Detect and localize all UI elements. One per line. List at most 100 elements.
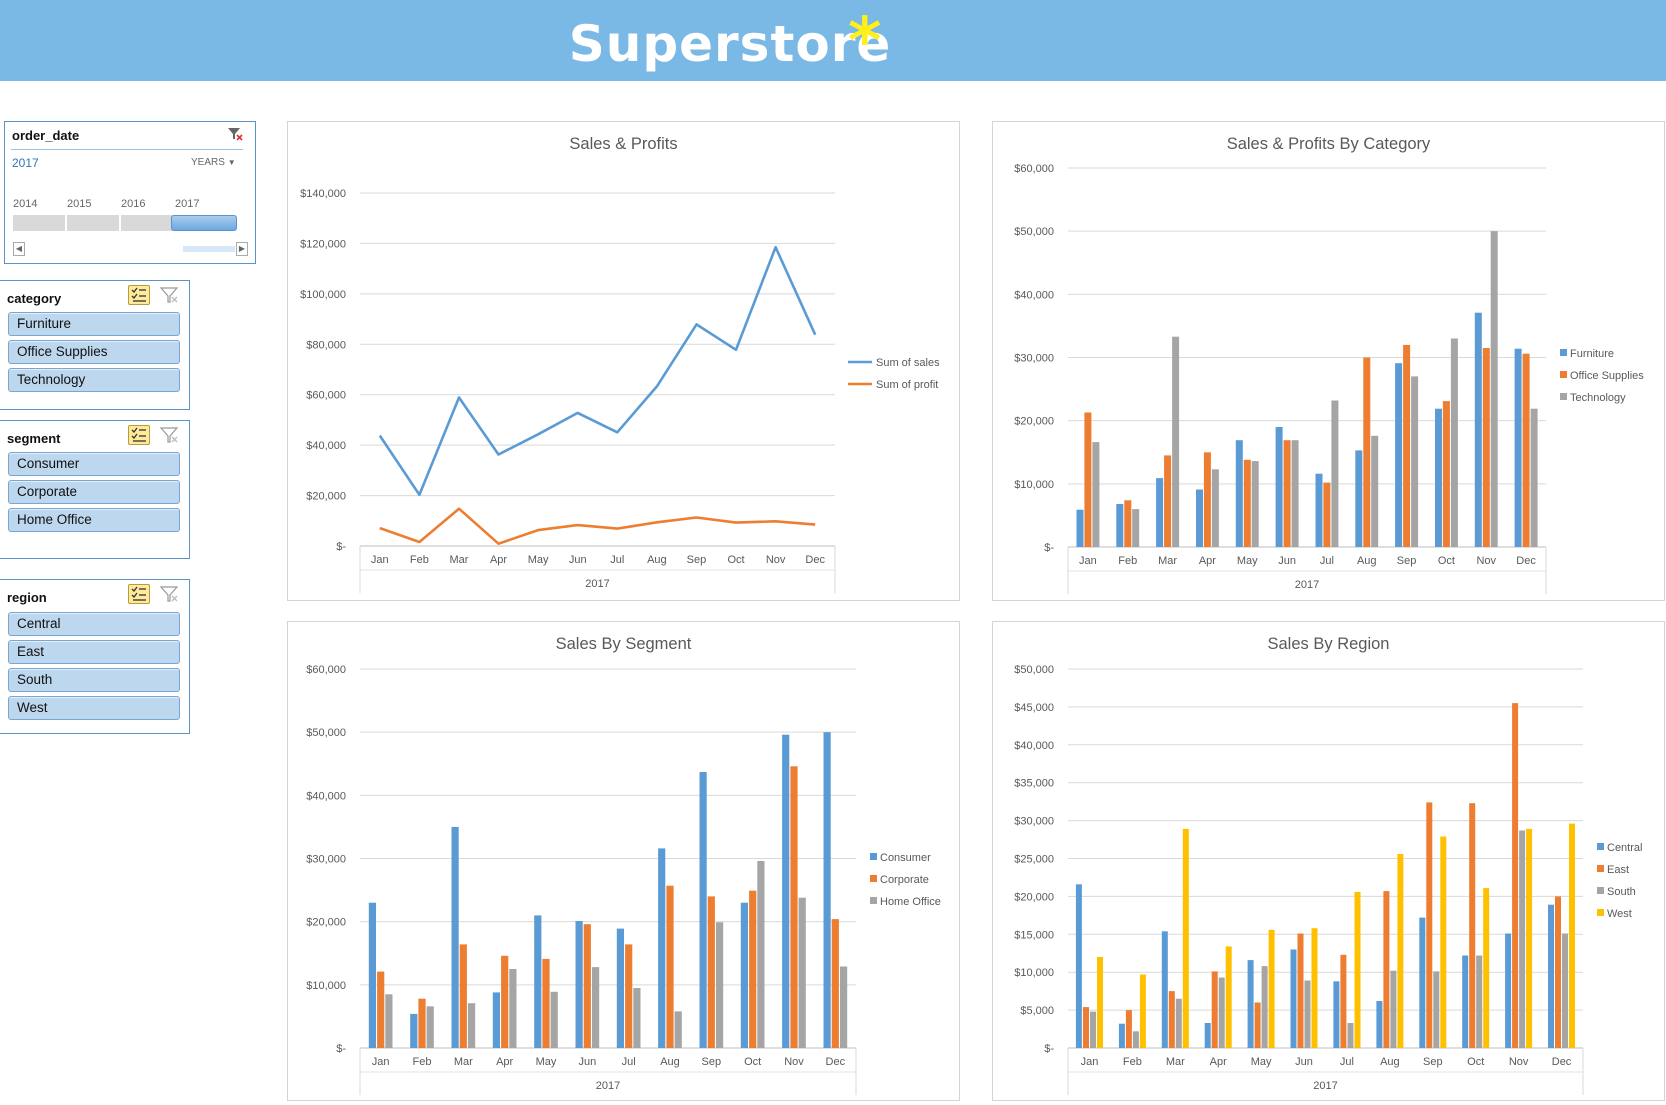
sales-by-category-x-tick-label: Jan	[1079, 555, 1097, 567]
timeline-scrollbar[interactable]	[183, 246, 235, 252]
slicer-item-office-supplies[interactable]: Office Supplies	[8, 340, 180, 364]
clear-filter-icon[interactable]	[158, 285, 180, 305]
sales-by-region-bar	[1118, 1023, 1125, 1048]
slicer-item-south[interactable]: South	[8, 668, 180, 692]
timeline-year-2014: 2014	[13, 198, 38, 210]
sales-by-category-chart[interactable]: Sales & Profits By Category $- $10,000 $20,…	[992, 121, 1665, 601]
slicer-item-west[interactable]: West	[8, 696, 180, 720]
timeline-selected-label: 2017	[12, 156, 39, 170]
timeline-title: order_date	[12, 128, 80, 143]
slicer-item-consumer[interactable]: Consumer	[8, 452, 180, 476]
sales-by-category-legend-swatch	[1560, 371, 1567, 378]
sales-by-region-bar	[1075, 884, 1082, 1048]
sales-by-segment-y-tick-label: $50,000	[306, 727, 346, 739]
timeline-bar-2016[interactable]	[121, 215, 173, 231]
sales-by-segment-bar	[385, 994, 393, 1048]
scroll-left-icon[interactable]: ◀	[13, 242, 25, 256]
sales-by-region-bar	[1419, 917, 1426, 1048]
sales-by-segment-x-tick-label: Jun	[578, 1056, 596, 1068]
sales-by-region-bar	[1526, 828, 1533, 1048]
timeline-level-dropdown[interactable]: YEARS ▼	[191, 157, 236, 168]
sales-by-category-bar	[1395, 363, 1403, 547]
clear-filter-icon[interactable]	[158, 584, 180, 604]
sales-by-category-x-tick-label: Apr	[1199, 555, 1216, 567]
chevron-down-icon: ▼	[227, 158, 236, 167]
sales-by-segment-bar	[831, 919, 839, 1048]
sales-profits-y-tick-label: $100,000	[300, 289, 346, 301]
sales-by-segment-legend-swatch	[870, 853, 877, 860]
timeline-bar-2014[interactable]	[13, 215, 65, 231]
sales-by-region-legend-swatch	[1597, 887, 1604, 894]
sales-by-segment-bar	[410, 1013, 418, 1048]
sales-profits-x-tick-label: Dec	[805, 554, 825, 566]
slicer-item-furniture[interactable]: Furniture	[8, 312, 180, 336]
sales-by-segment-legend-label: Home Office	[880, 896, 941, 908]
sales-by-category-bar	[1530, 408, 1538, 547]
sales-by-region-chart[interactable]: Sales By Region $- $5,000 $10,000 $15,000 $20…	[992, 621, 1665, 1101]
sales-profits-x-tick-label: Jul	[610, 554, 624, 566]
sales-by-region-x-tick-label: Jun	[1295, 1056, 1313, 1068]
region-slicer-title: region	[7, 590, 47, 605]
sales-by-category-bar	[1522, 353, 1530, 547]
scroll-right-icon[interactable]: ▶	[236, 242, 248, 256]
sales-profits-chart[interactable]: Sales & Profits $- $20,000 $40,000 $60,000 $8…	[287, 121, 960, 601]
asterisk-icon: *	[848, 5, 882, 79]
sales-by-category-y-tick-label: $50,000	[1014, 226, 1054, 238]
sales-by-segment-chart[interactable]: Sales By Segment $- $10,000 $20,000 $30,000 $…	[287, 621, 960, 1101]
multi-select-icon[interactable]	[128, 425, 150, 445]
sales-by-region-y-tick-label: $20,000	[1014, 891, 1054, 903]
multi-select-icon[interactable]	[128, 584, 150, 604]
sales-profits-x-tick-label: Nov	[766, 554, 786, 566]
sales-by-region-y-tick-label: $-	[1044, 1043, 1054, 1055]
sales-by-region-bar	[1254, 1002, 1261, 1048]
sales-profits-series-line	[378, 245, 817, 497]
sales-by-category-bar	[1275, 427, 1283, 547]
timeline-bar-2015[interactable]	[67, 215, 119, 231]
slicer-item-central[interactable]: Central	[8, 612, 180, 636]
sales-by-segment-legend-label: Corporate	[880, 874, 929, 886]
sales-by-segment-bar	[658, 848, 666, 1048]
timeline-selection-handle[interactable]	[171, 215, 237, 231]
sales-by-category-legend-label: Office Supplies	[1570, 370, 1644, 382]
order-date-timeline[interactable]: order_date 2017 YEARS ▼ 2014 2015 2016 2…	[4, 121, 256, 264]
sales-by-category-x-tick-label: Jun	[1278, 555, 1296, 567]
sales-by-category-x-tick-label: Aug	[1357, 555, 1377, 567]
sales-by-segment-bar	[451, 826, 459, 1048]
sales-profits-chart-svg: Sales & Profits $- $20,000 $40,000 $60,000 $8…	[300, 135, 940, 593]
clear-filter-icon[interactable]	[226, 125, 244, 143]
sales-by-segment-bar	[468, 1003, 476, 1048]
sales-by-region-bar	[1376, 1001, 1383, 1048]
sales-by-region-legend-label: East	[1607, 864, 1629, 876]
clear-filter-icon[interactable]	[158, 425, 180, 445]
slicer-item-technology[interactable]: Technology	[8, 368, 180, 392]
sales-by-category-y-tick-label: $40,000	[1014, 289, 1054, 301]
sales-by-segment-chart-svg: Sales By Segment $- $10,000 $20,000 $30,000 $…	[306, 635, 941, 1095]
sales-by-category-title: Sales & Profits By Category	[1227, 135, 1431, 153]
sales-by-region-bar	[1390, 970, 1397, 1048]
sales-profits-y-tick-label: $80,000	[306, 339, 346, 351]
sales-by-segment-y-tick-label: $10,000	[306, 980, 346, 992]
sales-by-region-bar	[1139, 974, 1146, 1048]
sales-by-segment-bar	[716, 922, 724, 1048]
slicer-item-corporate[interactable]: Corporate	[8, 480, 180, 504]
sales-by-region-bar	[1290, 949, 1297, 1048]
sales-by-region-y-tick-label: $15,000	[1014, 929, 1054, 941]
sales-by-category-bar	[1403, 344, 1411, 547]
sales-by-region-bar	[1304, 980, 1311, 1048]
sales-by-segment-x-tick-label: Dec	[826, 1056, 846, 1068]
sales-by-category-x-tick-label: Nov	[1476, 555, 1496, 567]
slicer-item-east[interactable]: East	[8, 640, 180, 664]
sales-by-segment-bar	[459, 944, 467, 1048]
sales-by-segment-bar	[616, 928, 624, 1048]
sales-by-region-x-tick-label: Apr	[1210, 1056, 1227, 1068]
sales-by-segment-bar	[666, 885, 674, 1048]
sales-by-region-bar	[1225, 946, 1232, 1048]
sales-by-segment-bar	[501, 955, 509, 1048]
sales-by-category-y-tick-label: $10,000	[1014, 479, 1054, 491]
slicer-item-home-office[interactable]: Home Office	[8, 508, 180, 532]
sales-profits-series-line	[379, 507, 816, 546]
sales-by-category-bar	[1291, 440, 1299, 547]
sales-by-segment-bar	[740, 902, 748, 1048]
sales-by-segment-y-tick-label: $-	[336, 1043, 346, 1055]
multi-select-icon[interactable]	[128, 285, 150, 305]
